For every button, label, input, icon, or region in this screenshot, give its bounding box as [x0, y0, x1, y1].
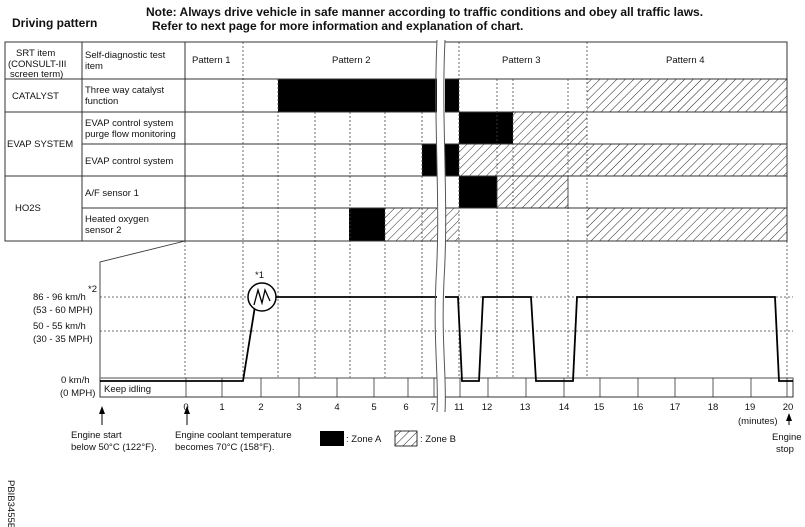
- zone-b-ho2s-2: [587, 208, 787, 241]
- tick-label: 15: [594, 402, 605, 413]
- time-break-icon: [434, 39, 447, 413]
- tick-label: 2: [258, 402, 263, 413]
- time-unit-label: (minutes): [738, 416, 778, 427]
- tick-label: 5: [371, 402, 376, 413]
- tick-label: 18: [708, 402, 719, 413]
- arrow-up-icon: [184, 406, 190, 425]
- item-three-way-catalyst: Three way catalyst function: [85, 85, 167, 107]
- zone-a-label: : Zone A: [346, 434, 382, 445]
- header-self-diag: Self-diagnostic test item: [85, 50, 168, 72]
- time-gridlines: [184, 42, 788, 397]
- zone-b-evap-purge: [513, 112, 587, 144]
- speed-label-zero: 0 km/h (0 MPH): [60, 375, 95, 399]
- item-evap-purge: EVAP control system purge flow monitorin…: [85, 118, 176, 140]
- zone-blocks: [278, 79, 787, 241]
- keep-idling-label: Keep idling: [104, 384, 151, 395]
- time-axis-bar: [99, 377, 794, 398]
- tick-label: 13: [520, 402, 531, 413]
- coolant-temp-label: Engine coolant temperature becomes 70°C …: [175, 430, 294, 453]
- arrow-up-icon: [786, 413, 792, 425]
- header-pattern-4: Pattern 4: [666, 55, 705, 66]
- tick-label: 7: [430, 402, 435, 413]
- zone-b-label: : Zone B: [420, 434, 456, 445]
- zone-a-swatch: [320, 431, 344, 446]
- zone-b-swatch: [394, 430, 418, 447]
- tick-label: 1: [219, 402, 224, 413]
- tick-label: 16: [633, 402, 644, 413]
- srt-ho2s: HO2S: [15, 203, 41, 214]
- item-heated-oxygen: Heated oxygen sensor 2: [85, 214, 152, 236]
- tick-label: 3: [296, 402, 301, 413]
- tick-label: 12: [482, 402, 493, 413]
- engine-stop-label: Engine stop: [772, 432, 804, 455]
- time-tick-labels: 0 1 2 3 4 5 6 7 11 12 13 14 15 16 17 18 …: [183, 402, 793, 413]
- note-line-2: Refer to next page for more information …: [152, 19, 523, 33]
- tick-label: 0: [183, 402, 188, 413]
- tick-label: 6: [403, 402, 408, 413]
- tick-label: 19: [745, 402, 756, 413]
- zone-a-ho2s: [349, 208, 385, 241]
- srt-table: [4, 41, 788, 242]
- zone-b-catalyst: [587, 79, 787, 112]
- zone-a-af-sensor: [459, 176, 497, 208]
- speed-label-mid: 50 - 55 km/h (30 - 35 MPH): [33, 321, 93, 345]
- tick-label: 14: [559, 402, 570, 413]
- tick-label: 17: [670, 402, 681, 413]
- figure-id: PBIB3455E: [5, 480, 16, 527]
- tick-label: 20: [783, 402, 794, 413]
- tick-label: 4: [334, 402, 339, 413]
- header-srt-item: SRT item (CONSULT-III screen term): [8, 48, 69, 80]
- item-evap-control: EVAP control system: [85, 156, 173, 167]
- zone-b-evap: [459, 144, 787, 176]
- header-pattern-3: Pattern 3: [502, 55, 541, 66]
- note-1-marker: *1: [255, 270, 264, 281]
- speed-label-high: 86 - 96 km/h (53 - 60 MPH): [33, 292, 93, 316]
- page-title: Driving pattern: [12, 16, 97, 30]
- acceleration-circle-icon: [247, 282, 277, 312]
- zone-a-evap-purge: [459, 112, 513, 144]
- arrow-up-icon: [99, 406, 105, 425]
- note-line-1: Note: Always drive vehicle in safe manne…: [146, 5, 703, 19]
- speed-profile-line: [100, 296, 793, 382]
- engine-start-label: Engine start below 50°C (122°F).: [71, 430, 157, 453]
- srt-evap-system: EVAP SYSTEM: [7, 139, 73, 150]
- item-af-sensor: A/F sensor 1: [85, 188, 139, 199]
- zone-b-af-sensor: [496, 175, 569, 209]
- graph-frame-left: [99, 240, 186, 397]
- header-pattern-2: Pattern 2: [332, 55, 371, 66]
- note-2-marker: *2: [88, 284, 97, 295]
- header-pattern-1: Pattern 1: [192, 55, 231, 66]
- srt-catalyst: CATALYST: [12, 91, 59, 102]
- zone-a-catalyst: [278, 79, 459, 112]
- tick-label: 11: [454, 402, 464, 413]
